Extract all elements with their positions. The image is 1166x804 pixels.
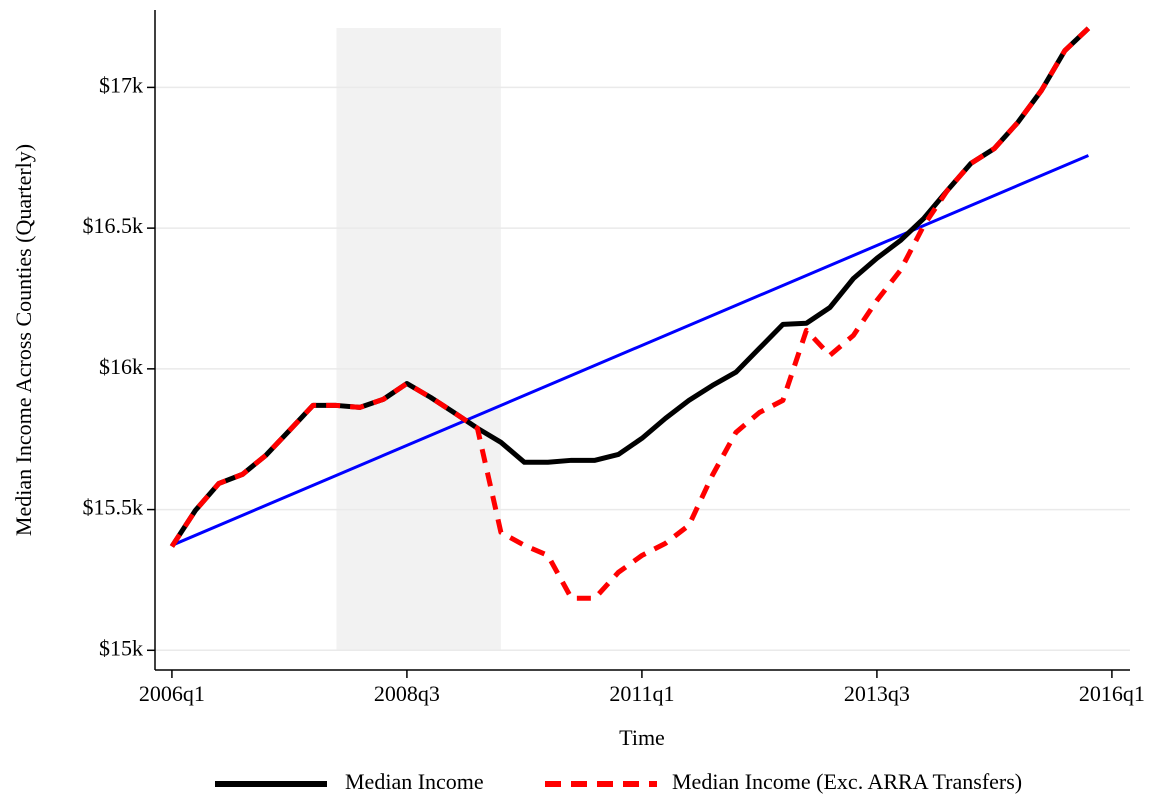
series-line bbox=[169, 26, 1091, 548]
x-tick-label: 2016q1 bbox=[1079, 681, 1145, 706]
y-tick-label: $17k bbox=[99, 72, 143, 97]
y-tick-label: $16.5k bbox=[83, 213, 144, 238]
trend-line bbox=[171, 154, 1089, 547]
legend-label: Median Income (Exc. ARRA Transfers) bbox=[672, 769, 1022, 794]
x-tick-label: 2011q1 bbox=[609, 681, 674, 706]
shaded-region bbox=[336, 28, 501, 650]
x-tick-label: 2008q3 bbox=[374, 681, 440, 706]
y-axis-title: Median Income Across Counties (Quarterly… bbox=[11, 144, 36, 536]
series-line bbox=[169, 26, 1091, 601]
y-tick-label: $15.5k bbox=[83, 495, 144, 520]
x-tick-label: 2013q3 bbox=[844, 681, 910, 706]
legend-label: Median Income bbox=[345, 769, 484, 794]
y-tick-label: $16k bbox=[99, 354, 143, 379]
x-tick-label: 2006q1 bbox=[139, 681, 205, 706]
y-tick-label: $15k bbox=[99, 635, 143, 660]
x-axis-title: Time bbox=[619, 725, 665, 750]
